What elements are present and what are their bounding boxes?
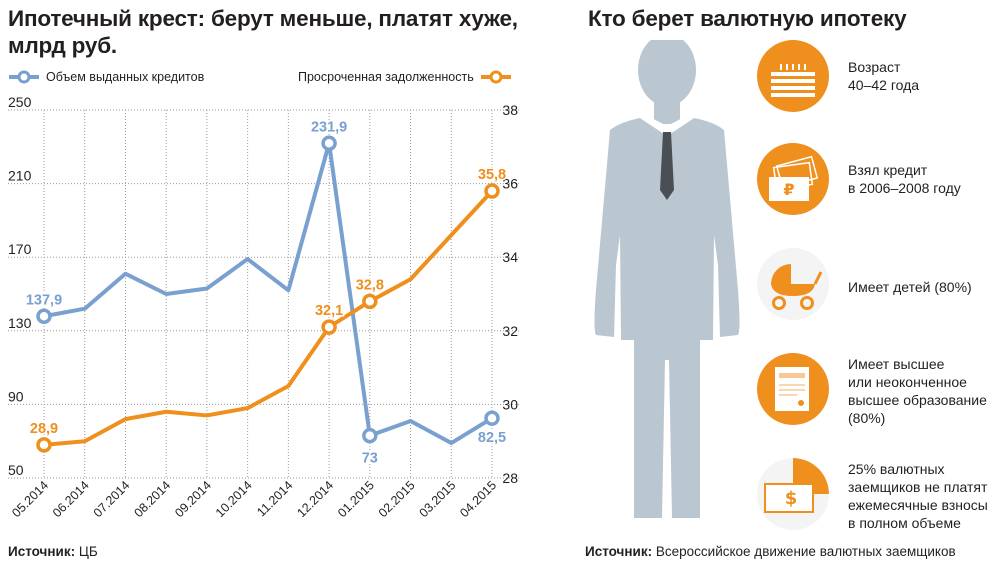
x-axis-tick-label: 03.2015	[417, 478, 459, 520]
data-point-marker	[321, 319, 337, 335]
data-point-marker	[36, 437, 52, 453]
x-axis-tick-label: 09.2014	[172, 478, 214, 520]
left-axis-tick-label: 130	[8, 315, 32, 331]
legend-swatch-orange	[480, 70, 511, 84]
right-axis-tick-label: 34	[502, 249, 518, 265]
x-axis-tick-label: 11.2014	[254, 478, 295, 519]
legend-label-overdue: Просроченная задолженность	[298, 70, 474, 84]
data-point-marker	[484, 183, 500, 199]
data-point-marker	[36, 308, 52, 325]
right-axis-tick-label: 32	[502, 323, 518, 339]
left-axis-tick-label: 90	[8, 388, 24, 404]
svg-text:₽: ₽	[783, 180, 794, 199]
data-label: 32,1	[315, 303, 343, 319]
left-axis-tick-label: 50	[8, 462, 24, 478]
right-axis-tick-label: 28	[502, 470, 518, 486]
data-point-marker	[362, 427, 378, 444]
list-item: Имеет высшее или неоконченное высшее обр…	[757, 353, 1000, 433]
item-text: Взял кредит в 2006–2008 году	[848, 162, 961, 196]
list-item: $ 25% валютных заемщиков не платят ежеме…	[757, 458, 1000, 538]
right-axis-tick-label: 30	[502, 396, 518, 412]
source-value: Всероссийское движение валютных заемщико…	[655, 544, 956, 559]
left-axis-tick-label: 250	[8, 94, 32, 110]
item-text: Возраст 40–42 года	[848, 59, 920, 93]
x-axis-tick-label: 04.2015	[457, 478, 499, 520]
infographic-title: Кто берет валютную ипотеку	[588, 6, 907, 31]
man-silhouette-icon	[594, 40, 740, 518]
data-point-marker	[321, 135, 337, 152]
source-label: Источник:	[585, 544, 653, 559]
data-label: 28,9	[30, 421, 58, 437]
dollar-banknote-icon: $	[757, 458, 829, 530]
data-label: 73	[362, 451, 378, 467]
x-axis-tick-label: 01.2015	[335, 478, 377, 520]
item-text: Имеет детей (80%)	[848, 279, 972, 295]
series-line-loans	[43, 141, 494, 446]
legend-label-loans: Объем выданных кредитов	[46, 70, 205, 84]
legend-series-overdue: Просроченная задолженность	[298, 70, 512, 84]
diploma-icon	[757, 353, 829, 425]
legend-swatch-blue	[9, 70, 39, 84]
data-point-marker	[484, 410, 500, 426]
source-value: ЦБ	[78, 544, 98, 559]
right-axis-tick-label: 36	[502, 176, 518, 192]
series-line-overdue	[43, 189, 494, 447]
list-item: Имеет детей (80%)	[757, 248, 1000, 328]
left-axis-tick-label: 170	[8, 241, 32, 257]
data-label: 32,8	[356, 277, 384, 293]
x-axis-tick-label: 07.2014	[91, 478, 133, 520]
right-axis-tick-label: 38	[502, 102, 518, 118]
baby-stroller-icon	[757, 248, 829, 320]
item-text: 25% валютных заемщиков не платят ежемеся…	[848, 461, 988, 531]
source-label: Источник:	[8, 544, 76, 559]
line-chart: 50 90 130 170 210 250 28 30 32 34 36 38 05.201406.20…	[8, 94, 520, 520]
data-point-marker	[362, 293, 378, 310]
birthday-cake-icon	[757, 40, 829, 112]
x-axis-tick-label: 05.2014	[9, 478, 51, 520]
x-axis-tick-label: 06.2014	[50, 478, 92, 520]
left-axis-tick-label: 210	[8, 168, 32, 184]
data-label: 82,5	[478, 430, 506, 446]
item-text: Имеет высшее или неоконченное высшее обр…	[848, 356, 987, 426]
infographic-source: Источник: Всероссийское движение валютны…	[585, 544, 956, 559]
x-axis-tick-label: 10.2014	[213, 478, 255, 520]
chart-source: Источник: ЦБ	[8, 544, 98, 559]
data-label: 35,8	[478, 167, 506, 183]
data-label: 231,9	[311, 119, 347, 135]
x-axis-tick-label: 02.2015	[376, 478, 418, 520]
legend-series-loans: Объем выданных кредитов	[8, 70, 204, 84]
x-axis-tick-label: 08.2014	[131, 478, 173, 520]
x-axis-tick-label: 12.2014	[294, 478, 336, 520]
list-item: ₽ Взял кредит в 2006–2008 году	[757, 143, 1000, 223]
data-label: 137,9	[26, 292, 62, 308]
chart-title: Ипотечный крест: берут меньше, платят ху…	[8, 6, 518, 58]
svg-text:$: $	[785, 488, 798, 509]
list-item: Возраст 40–42 года	[757, 40, 1000, 120]
ruble-banknotes-icon: ₽	[757, 143, 829, 215]
